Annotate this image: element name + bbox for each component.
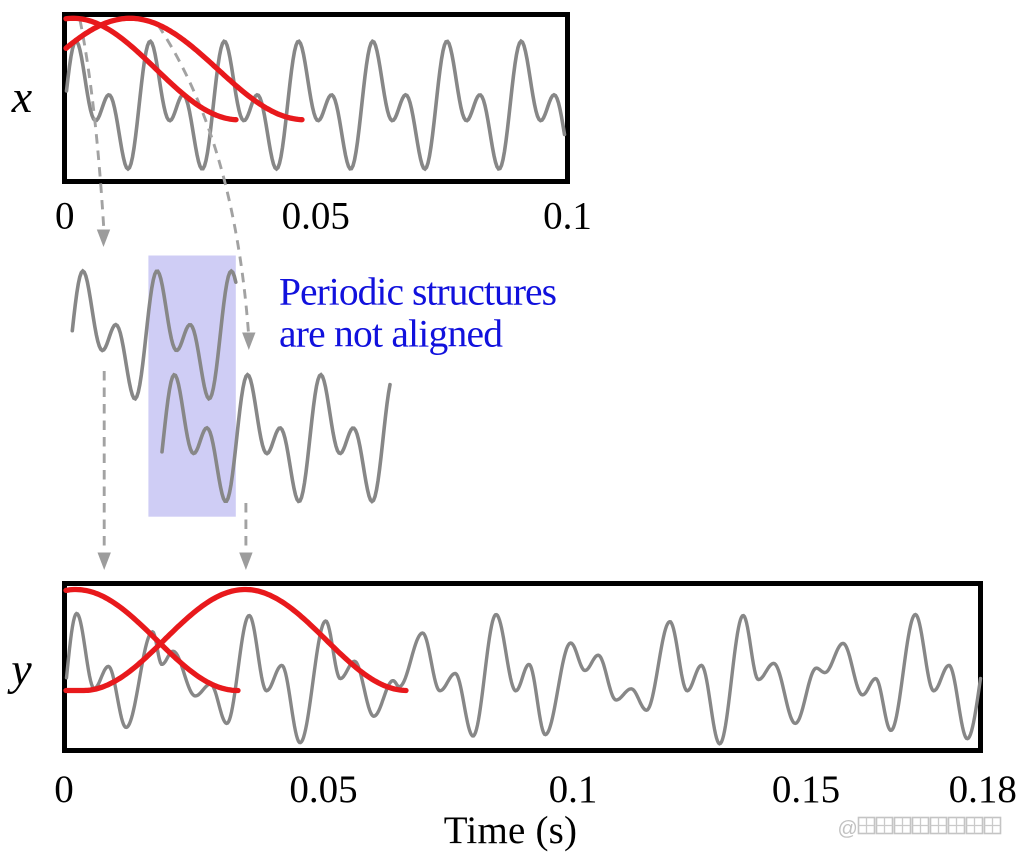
svg-text:0.05: 0.05 <box>289 768 357 811</box>
svg-text:0.1: 0.1 <box>549 768 598 811</box>
svg-text:Time (s): Time (s) <box>444 809 577 852</box>
svg-text:Periodic structures: Periodic structures <box>279 270 557 314</box>
svg-text:@: @ <box>838 818 858 840</box>
svg-text:0: 0 <box>54 768 74 811</box>
svg-text:0.18: 0.18 <box>949 768 1017 811</box>
svg-text:0.1: 0.1 <box>543 195 592 238</box>
svg-text:0.15: 0.15 <box>772 768 840 811</box>
svg-text:are not aligned: are not aligned <box>279 312 503 356</box>
svg-text:0.05: 0.05 <box>282 195 350 238</box>
svg-text:y: y <box>7 644 32 695</box>
svg-text:x: x <box>11 71 33 122</box>
svg-text:0: 0 <box>55 195 75 238</box>
